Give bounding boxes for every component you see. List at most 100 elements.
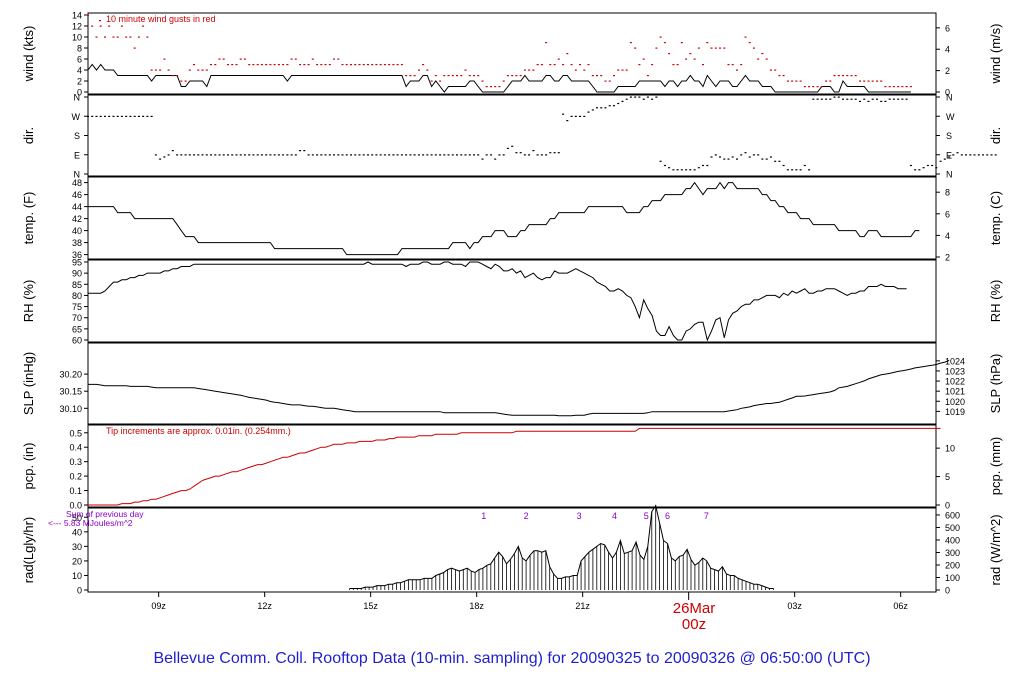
data-point: [884, 86, 887, 88]
data-point: [375, 154, 378, 156]
data-point: [176, 75, 179, 77]
data-point: [757, 154, 760, 156]
data-point: [583, 115, 586, 117]
data-point: [854, 75, 857, 77]
data-point: [231, 64, 234, 66]
data-point: [150, 115, 153, 117]
data-point: [939, 160, 942, 162]
data-point: [358, 154, 361, 156]
data-point: [328, 154, 331, 156]
data-point: [142, 115, 145, 117]
data-point: [574, 69, 577, 71]
data-point: [367, 64, 369, 66]
y-tick-label: 0: [77, 88, 82, 98]
data-point: [519, 152, 522, 154]
data-point: [451, 75, 454, 77]
data-point: [769, 69, 772, 71]
data-point: [727, 64, 730, 66]
data-point: [345, 64, 348, 66]
data-point: [744, 152, 747, 154]
data-point: [210, 154, 212, 156]
data-point: [163, 156, 166, 158]
data-point: [269, 64, 272, 66]
data-point: [108, 25, 111, 27]
y-tick-label: 30.15: [59, 387, 82, 397]
data-point: [417, 154, 420, 156]
y-tick-label-right: 5: [945, 472, 950, 482]
data-point: [269, 154, 272, 156]
data-point: [265, 154, 268, 156]
y-tick-label-right: 300: [945, 548, 960, 558]
data-point: [91, 25, 94, 27]
data-point: [689, 53, 692, 55]
data-point: [629, 42, 632, 44]
data-point: [600, 107, 603, 109]
y-tick-label: 0.1: [69, 486, 82, 496]
y-tick-label: 95: [72, 258, 82, 268]
y-axis-label-right: RH (%): [988, 280, 1003, 323]
y-axis-label: RH (%): [21, 280, 36, 323]
data-point: [99, 115, 102, 117]
data-point: [710, 47, 713, 49]
data-point: [91, 115, 94, 117]
data-point: [133, 115, 136, 117]
data-point: [901, 98, 904, 100]
data-point: [680, 42, 683, 44]
data-point: [803, 164, 806, 167]
data-point: [205, 154, 208, 156]
data-point: [515, 152, 518, 154]
series-line: [88, 359, 950, 417]
y-tick-label-right: 1022: [945, 377, 965, 387]
data-point: [765, 158, 768, 160]
data-point: [833, 75, 836, 77]
data-point: [820, 86, 823, 88]
hour-marker: 5: [644, 511, 649, 521]
data-point: [888, 98, 891, 100]
data-point: [371, 64, 374, 66]
y-tick-label: E: [74, 150, 80, 160]
data-point: [383, 154, 386, 156]
data-point: [727, 158, 730, 160]
data-point: [587, 64, 590, 66]
data-point: [842, 98, 844, 100]
data-point: [260, 64, 263, 66]
data-point: [324, 64, 327, 66]
data-point: [197, 69, 200, 71]
data-point: [447, 154, 450, 156]
data-point: [697, 167, 700, 169]
data-point: [456, 75, 458, 77]
y-tick-label: 8: [77, 44, 82, 54]
data-point: [668, 167, 671, 169]
y-tick-label-right: 200: [945, 560, 960, 570]
y-tick-label: 4: [77, 66, 82, 76]
data-point: [549, 64, 552, 66]
data-point: [400, 64, 403, 66]
data-point: [235, 64, 238, 66]
data-point: [638, 96, 641, 98]
data-point: [837, 75, 840, 77]
x-tick-label: 18z: [469, 601, 484, 611]
data-point: [473, 154, 475, 156]
data-point: [786, 80, 789, 82]
y-tick-label: 46: [72, 190, 82, 200]
y-tick-label-right: 10: [945, 444, 955, 454]
data-point: [706, 42, 709, 44]
data-point: [918, 169, 921, 171]
data-point: [137, 115, 140, 117]
data-point: [795, 80, 798, 82]
y-tick-label-right: 0: [945, 88, 950, 98]
data-point: [837, 96, 840, 98]
data-point: [477, 75, 480, 77]
data-point: [693, 58, 696, 60]
y-tick-label-right: N: [946, 170, 953, 180]
data-point: [799, 80, 802, 82]
y-tick-label: 80: [72, 291, 82, 301]
y-tick-label: 0.2: [69, 472, 82, 482]
data-point: [227, 64, 229, 66]
data-point: [99, 25, 102, 27]
y-tick-label: 2: [77, 77, 82, 87]
data-point: [282, 64, 285, 66]
data-point: [850, 98, 853, 100]
x-tick-label: 12z: [257, 601, 272, 611]
data-point: [774, 69, 777, 71]
